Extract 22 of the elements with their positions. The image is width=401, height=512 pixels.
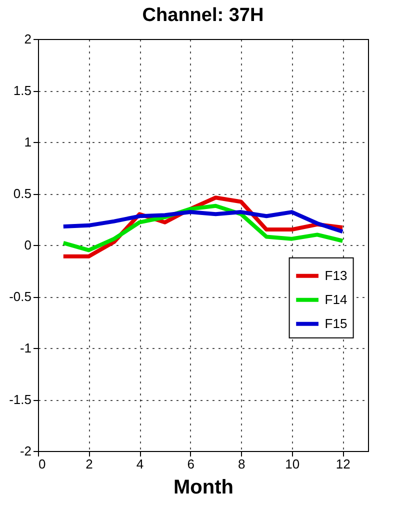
y-tick-label: -2 — [20, 444, 32, 458]
legend-label: F15 — [324, 316, 348, 331]
y-tick-label: 1 — [24, 134, 32, 150]
legend-label: F13 — [324, 268, 348, 283]
x-axis-title: Month — [174, 476, 234, 498]
x-tick-label: 2 — [86, 456, 93, 472]
line-series — [61, 210, 345, 234]
x-tick-label: 8 — [238, 456, 246, 472]
x-tick-label: 0 — [38, 456, 46, 472]
x-tick-label: 10 — [285, 456, 300, 472]
legend-label: F14 — [324, 292, 348, 307]
x-tick-label: 6 — [187, 456, 194, 472]
chart-title: Channel: 37H — [142, 5, 264, 26]
y-tick-label: -1.5 — [9, 392, 32, 407]
y-tick-label: 0 — [24, 238, 32, 252]
y-tick-label: 2 — [24, 32, 32, 46]
y-tick-label: -1 — [20, 340, 32, 356]
y-tick-label: 1.5 — [13, 83, 32, 98]
x-tick-label: 12 — [336, 456, 350, 472]
y-tick-label: -0.5 — [9, 289, 32, 304]
x-tick-label: 4 — [136, 456, 144, 472]
y-tick-label: 0.5 — [13, 186, 32, 201]
